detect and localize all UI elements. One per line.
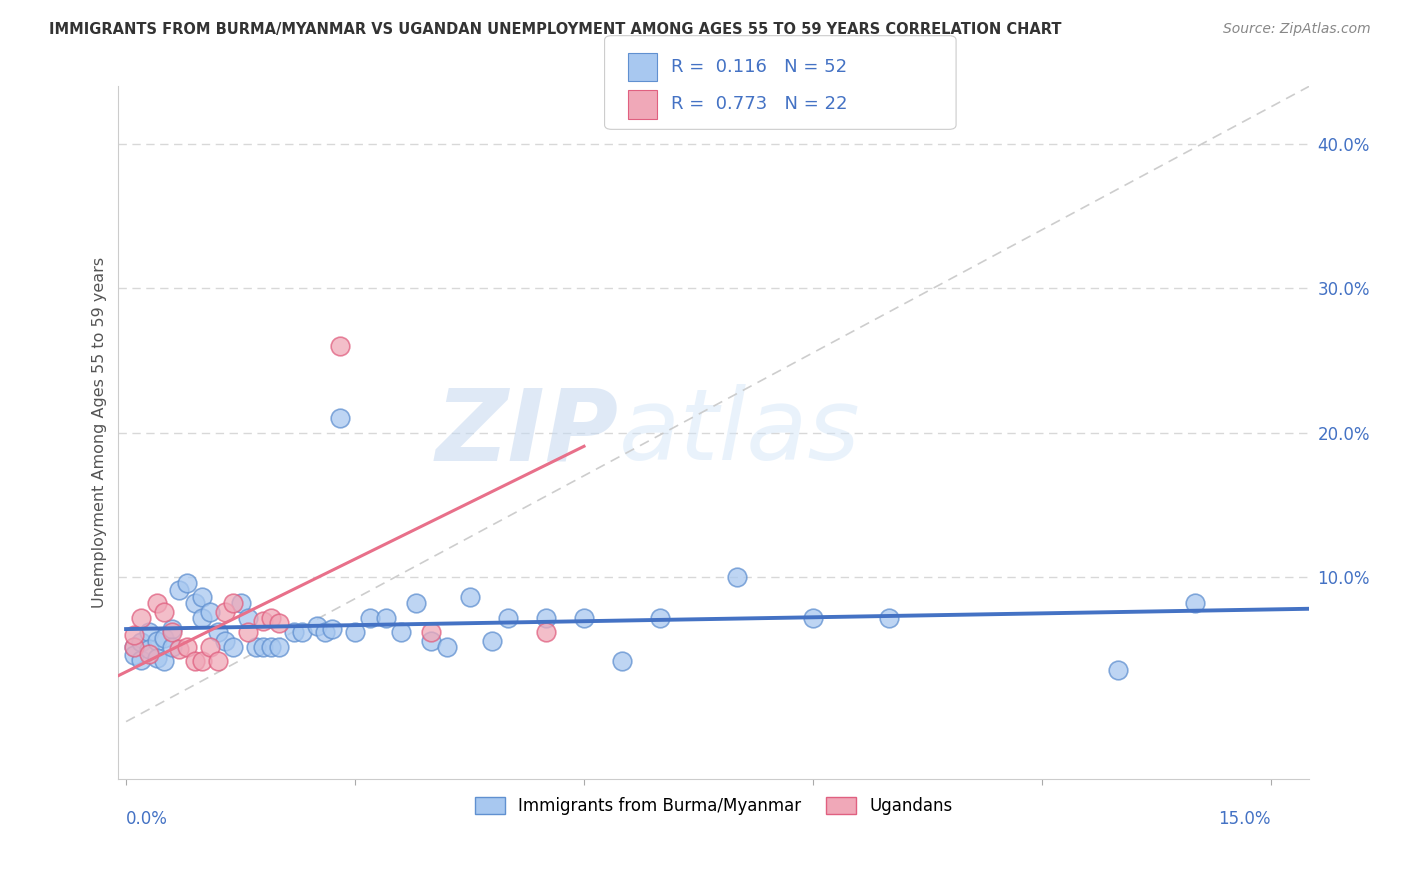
Point bbox=[214, 633, 236, 648]
Point bbox=[534, 610, 557, 624]
Point bbox=[879, 610, 901, 624]
Point bbox=[122, 640, 145, 654]
Point bbox=[612, 654, 634, 668]
Point bbox=[1107, 663, 1129, 677]
Point bbox=[374, 610, 396, 624]
Text: R =  0.116   N = 52: R = 0.116 N = 52 bbox=[671, 58, 846, 76]
Point bbox=[496, 610, 519, 624]
Point bbox=[169, 642, 191, 657]
Point bbox=[344, 625, 367, 640]
Point bbox=[245, 640, 267, 654]
Point bbox=[481, 633, 503, 648]
Point bbox=[184, 654, 207, 668]
Point bbox=[145, 596, 167, 610]
Point bbox=[191, 654, 214, 668]
Point bbox=[122, 640, 145, 654]
Y-axis label: Unemployment Among Ages 55 to 59 years: Unemployment Among Ages 55 to 59 years bbox=[93, 257, 107, 608]
Point bbox=[191, 591, 214, 605]
Point bbox=[222, 640, 245, 654]
Point bbox=[160, 625, 183, 640]
Point bbox=[283, 625, 305, 640]
Point bbox=[198, 640, 221, 654]
Point bbox=[650, 610, 672, 624]
Point bbox=[329, 339, 352, 353]
Point bbox=[222, 596, 245, 610]
Text: atlas: atlas bbox=[619, 384, 860, 482]
Text: R =  0.773   N = 22: R = 0.773 N = 22 bbox=[671, 95, 848, 113]
Point bbox=[198, 605, 221, 619]
Point bbox=[305, 619, 328, 633]
Point bbox=[138, 625, 160, 640]
Point bbox=[329, 411, 352, 425]
Point bbox=[131, 635, 153, 649]
Point bbox=[160, 640, 183, 654]
Point bbox=[153, 654, 176, 668]
Point bbox=[420, 625, 443, 640]
Point bbox=[238, 610, 260, 624]
Point bbox=[131, 652, 153, 666]
Text: Source: ZipAtlas.com: Source: ZipAtlas.com bbox=[1223, 22, 1371, 37]
Point bbox=[176, 576, 198, 591]
Point bbox=[145, 633, 167, 648]
Point bbox=[389, 625, 412, 640]
Point bbox=[145, 651, 167, 665]
Point bbox=[153, 605, 176, 619]
Point bbox=[138, 642, 160, 657]
Point bbox=[207, 654, 229, 668]
Point bbox=[405, 596, 427, 610]
Point bbox=[260, 610, 283, 624]
Point bbox=[138, 647, 160, 661]
Point bbox=[801, 610, 824, 624]
Text: IMMIGRANTS FROM BURMA/MYANMAR VS UGANDAN UNEMPLOYMENT AMONG AGES 55 TO 59 YEARS : IMMIGRANTS FROM BURMA/MYANMAR VS UGANDAN… bbox=[49, 22, 1062, 37]
Point bbox=[572, 610, 595, 624]
Legend: Immigrants from Burma/Myanmar, Ugandans: Immigrants from Burma/Myanmar, Ugandans bbox=[467, 789, 962, 823]
Point bbox=[207, 625, 229, 640]
Point bbox=[238, 625, 260, 640]
Point bbox=[252, 640, 274, 654]
Point bbox=[291, 625, 314, 640]
Point bbox=[534, 625, 557, 640]
Point bbox=[169, 583, 191, 598]
Point bbox=[122, 628, 145, 642]
Point bbox=[191, 610, 214, 624]
Point bbox=[321, 622, 343, 636]
Point bbox=[252, 614, 274, 628]
Point bbox=[122, 648, 145, 663]
Point bbox=[725, 570, 748, 584]
Point bbox=[131, 610, 153, 624]
Point bbox=[260, 640, 283, 654]
Point bbox=[314, 625, 336, 640]
Point bbox=[229, 596, 252, 610]
Point bbox=[184, 596, 207, 610]
Point bbox=[267, 640, 290, 654]
Point bbox=[176, 640, 198, 654]
Point bbox=[1184, 596, 1206, 610]
Point bbox=[267, 616, 290, 631]
Point bbox=[359, 610, 381, 624]
Point bbox=[458, 591, 481, 605]
Text: 0.0%: 0.0% bbox=[127, 810, 167, 828]
Point bbox=[153, 631, 176, 645]
Point bbox=[214, 605, 236, 619]
Point bbox=[420, 633, 443, 648]
Text: 15.0%: 15.0% bbox=[1219, 810, 1271, 828]
Text: ZIP: ZIP bbox=[436, 384, 619, 482]
Point bbox=[436, 640, 458, 654]
Point bbox=[160, 622, 183, 636]
